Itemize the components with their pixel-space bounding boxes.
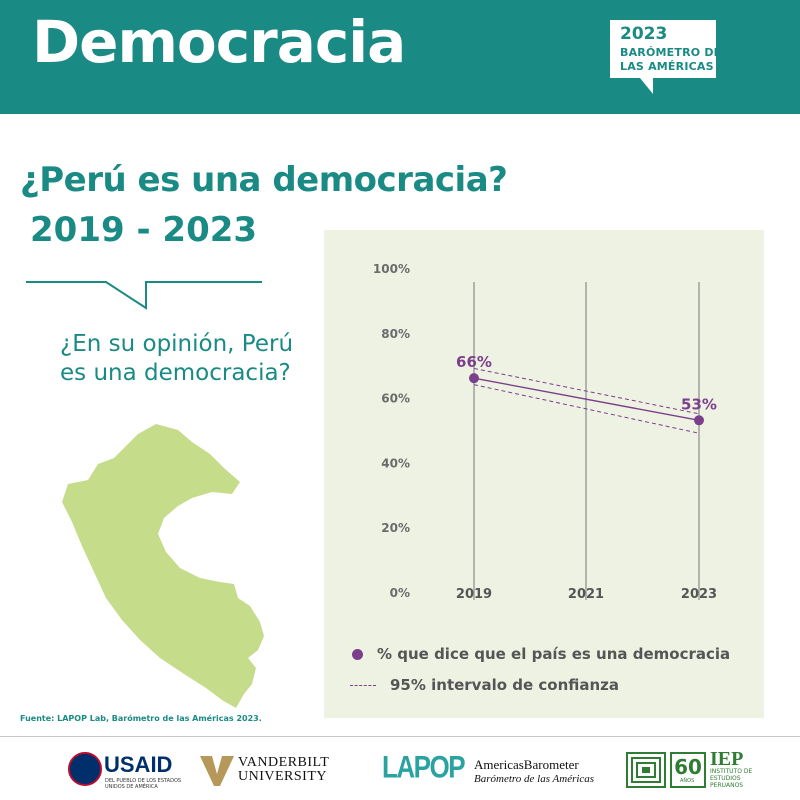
barometro-logo: Barómetro de las Américas: [474, 773, 595, 785]
badge-year: 2023: [620, 24, 668, 44]
legend-ci-label: 95% intervalo de confianza: [390, 676, 620, 694]
y-tick-label: 60%: [381, 392, 410, 406]
y-tick-label: 0%: [390, 586, 410, 600]
y-tick-label: 80%: [381, 327, 410, 341]
footer-logos: USAID DEL PUEBLO DE LOS ESTADOS UNIDOS D…: [0, 740, 800, 800]
survey-question: ¿En su opinión, Perú es una democracia?: [60, 331, 294, 386]
lapop-logo: LAPOP: [382, 748, 466, 785]
democracy-line-chart: 0% 20% 40% 60% 80% 100% 2019 2021 2023 66% 53%: [373, 262, 717, 602]
ci-lower-line: [473, 384, 700, 434]
iep-pattern-icon: [626, 752, 666, 788]
series-line: [473, 377, 700, 421]
data-label-2023: 53%: [681, 395, 717, 413]
legend-ci: 95% intervalo de confianza: [350, 676, 619, 694]
legend-series-label: % que dice que el país es una democracia: [377, 645, 731, 663]
vanderbilt-line-2: UNIVERSITY: [238, 769, 327, 784]
speech-bubble-line: [26, 281, 262, 310]
x-tick-label: 2021: [568, 587, 604, 602]
x-tick-label: 2023: [681, 587, 717, 602]
ci-upper-line: [473, 367, 700, 415]
data-point-2019: [469, 373, 479, 384]
page-title: Democracia: [32, 8, 406, 76]
iep-logo: IEP: [710, 748, 744, 770]
badge-line-1: BARÓMETRO DE: [620, 46, 722, 59]
iep-60-sub: AÑOS: [680, 778, 695, 784]
legend-dot-icon: [352, 648, 363, 660]
years-range: 2019 - 2023: [30, 210, 258, 250]
barometer-badge: [610, 20, 716, 78]
legend-series: % que dice que el país es una democracia: [350, 645, 730, 663]
y-tick-label: 100%: [373, 262, 410, 276]
iep-tagline: INSTITUTO DE ESTUDIOS PERUANOS: [710, 768, 753, 789]
legend-dash-icon: [350, 684, 376, 686]
chart-panel: [324, 230, 764, 718]
peru-map-icon: [62, 424, 264, 708]
iep-60-badge: 60: [670, 752, 706, 788]
vanderbilt-line-1: VANDERBILT: [238, 755, 330, 770]
y-tick-label: 20%: [381, 521, 410, 535]
vanderbilt-v-icon: [200, 756, 234, 786]
source-note: Fuente: LAPOP Lab, Barómetro de las Amér…: [20, 714, 262, 723]
americasbarometer-logo: AmericasBarometer: [474, 757, 579, 772]
x-tick-label: 2019: [456, 587, 492, 602]
footer-divider: [0, 736, 800, 737]
usaid-seal-icon: [68, 752, 102, 786]
data-point-2023: [694, 415, 704, 426]
vanderbilt-logo: VANDERBILT UNIVERSITY: [238, 756, 329, 784]
usaid-tagline: DEL PUEBLO DE LOS ESTADOS UNIDOS DE AMÉR…: [105, 778, 182, 790]
badge-tail: [640, 78, 653, 94]
y-tick-label: 40%: [381, 456, 410, 470]
usaid-logo: USAID: [104, 752, 173, 777]
badge-line-2: LAS AMÉRICAS: [620, 60, 714, 73]
data-label-2019: 66%: [456, 353, 492, 371]
main-question: ¿Perú es una democracia?: [20, 160, 508, 200]
